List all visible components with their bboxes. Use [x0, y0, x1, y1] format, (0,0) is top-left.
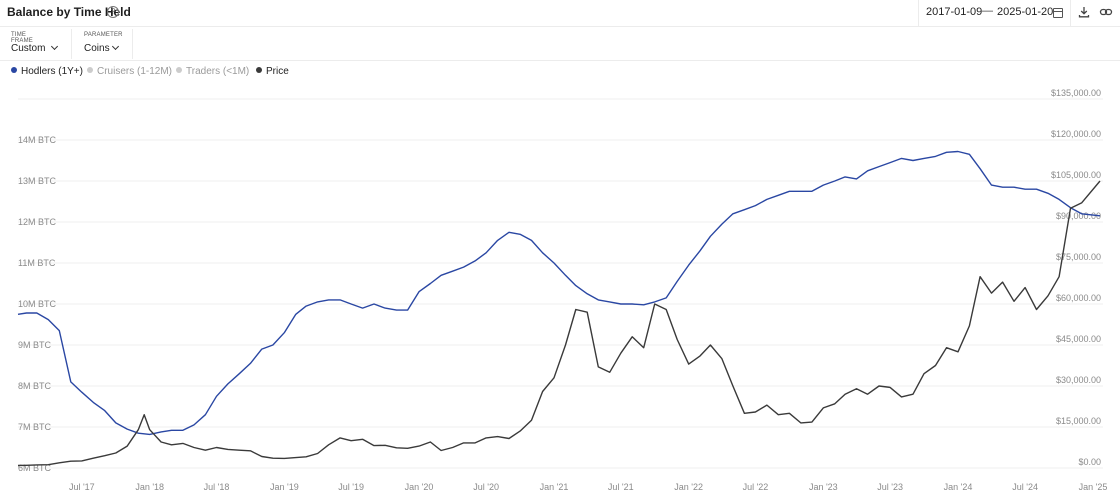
- y-right-tick-label: $45,000.00: [1056, 334, 1101, 344]
- x-tick-label: Jul '20: [473, 482, 499, 492]
- end-date[interactable]: 2025-01-20: [997, 6, 1054, 18]
- y-right-tick-label: $135,000.00: [1051, 88, 1101, 98]
- y-left-tick-label: 11M BTC: [18, 258, 56, 268]
- date-range-picker[interactable]: 2017-01-09 — 2025-01-20: [918, 0, 1071, 26]
- legend-dot: [11, 67, 17, 73]
- x-tick-label: Jul '22: [743, 482, 769, 492]
- y-right-tick-label: $75,000.00: [1056, 252, 1101, 262]
- y-left-tick-label: 13M BTC: [18, 176, 57, 186]
- legend-item-cruisers[interactable]: Cruisers (1-12M): [87, 66, 172, 77]
- legend-item-price[interactable]: Price: [256, 66, 289, 77]
- legend-label: Hodlers (1Y+): [21, 66, 83, 77]
- y-left-tick-label: 12M BTC: [18, 217, 57, 227]
- x-tick-label: Jan '19: [270, 482, 299, 492]
- series-line-hodlers: [17, 150, 1101, 436]
- legend-item-hodlers[interactable]: Hodlers (1Y+): [11, 66, 83, 77]
- y-right-tick-label: $105,000.00: [1051, 170, 1101, 180]
- y-right-tick-label: $15,000.00: [1056, 416, 1101, 426]
- x-tick-label: Jan '24: [944, 482, 973, 492]
- calendar-icon[interactable]: [1053, 8, 1063, 18]
- parameter-label: PARAMETER: [84, 32, 123, 38]
- divider: [71, 29, 72, 59]
- x-tick-label: Jul '23: [877, 482, 903, 492]
- y-right-tick-label: $60,000.00: [1056, 293, 1101, 303]
- x-tick-label: Jan '23: [809, 482, 838, 492]
- legend-dot: [176, 67, 182, 73]
- chart-title: Balance by Time Held: [7, 5, 131, 19]
- y-left-tick-label: 7M BTC: [18, 422, 52, 432]
- legend-label: Traders (<1M): [186, 66, 250, 77]
- y-right-tick-label: $30,000.00: [1056, 375, 1101, 385]
- x-tick-label: Jul '18: [204, 482, 230, 492]
- y-right-tick-label: $90,000.00: [1056, 211, 1101, 221]
- y-left-tick-label: 10M BTC: [18, 299, 57, 309]
- chart-controls: TIME FRAME Custom PARAMETER Coins: [0, 27, 1120, 61]
- x-tick-label: Jul '19: [338, 482, 364, 492]
- x-tick-label: Jan '25: [1079, 482, 1108, 492]
- help-icon[interactable]: ?: [107, 6, 119, 18]
- legend-label: Price: [266, 66, 289, 77]
- download-icon[interactable]: [1077, 5, 1091, 19]
- link-icon[interactable]: [1099, 5, 1113, 19]
- x-tick-label: Jan '21: [540, 482, 569, 492]
- y-right-tick-label: $120,000.00: [1051, 129, 1101, 139]
- time-frame-label: TIME FRAME: [11, 32, 33, 44]
- x-tick-label: Jan '18: [135, 482, 164, 492]
- y-right-tick-label: $0.00: [1078, 457, 1101, 467]
- divider: [132, 29, 133, 59]
- time-frame-value[interactable]: Custom: [11, 43, 46, 54]
- y-left-tick-label: 8M BTC: [18, 381, 52, 391]
- parameter-value[interactable]: Coins: [84, 43, 110, 54]
- x-tick-label: Jul '17: [69, 482, 95, 492]
- y-left-tick-label: 14M BTC: [18, 135, 57, 145]
- start-date[interactable]: 2017-01-09: [926, 6, 983, 18]
- legend-dot: [87, 67, 93, 73]
- legend-dot: [256, 67, 262, 73]
- y-left-tick-label: 9M BTC: [18, 340, 52, 350]
- y-left-tick-label: 6M BTC: [18, 463, 52, 473]
- series-line-price: [17, 180, 1101, 467]
- chart-header: Balance by Time Held ? 2017-01-09 — 2025…: [0, 0, 1120, 27]
- x-tick-label: Jul '21: [608, 482, 634, 492]
- legend-item-traders[interactable]: Traders (<1M): [176, 66, 249, 77]
- date-range-separator: —: [982, 5, 993, 17]
- x-tick-label: Jan '22: [674, 482, 703, 492]
- x-tick-label: Jul '24: [1012, 482, 1038, 492]
- legend-label: Cruisers (1-12M): [97, 66, 173, 77]
- x-tick-label: Jan '20: [405, 482, 434, 492]
